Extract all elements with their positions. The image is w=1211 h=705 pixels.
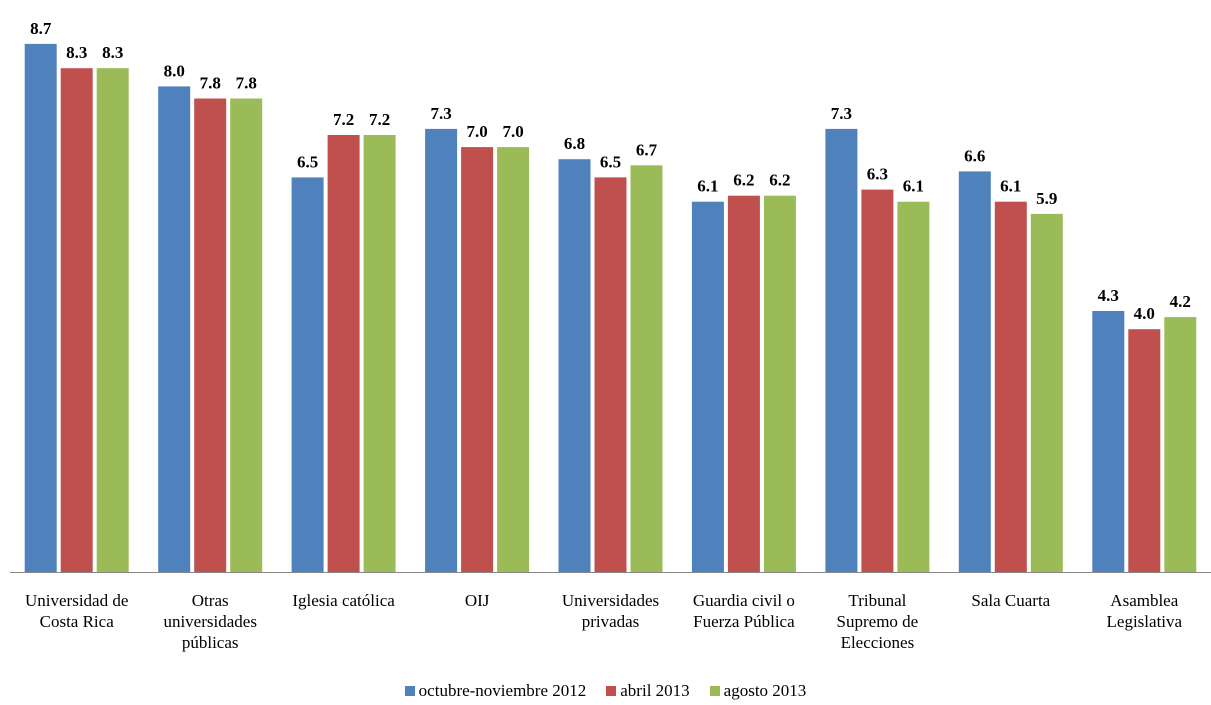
value-label: 8.3 xyxy=(102,43,123,62)
value-label: 7.2 xyxy=(333,110,354,129)
legend-item: abril 2013 xyxy=(606,681,690,701)
bar xyxy=(1128,329,1161,572)
bar xyxy=(594,177,627,572)
category-label-line: privadas xyxy=(582,612,640,631)
value-label: 6.5 xyxy=(297,152,318,171)
category-label-line: Costa Rica xyxy=(40,612,115,631)
bar xyxy=(1030,213,1063,572)
category-label-line: públicas xyxy=(182,633,239,652)
value-label: 8.3 xyxy=(66,43,87,62)
category-label-line: Universidades xyxy=(562,591,659,610)
category-label-line: OIJ xyxy=(465,591,490,610)
legend-item: octubre-noviembre 2012 xyxy=(404,681,587,701)
bar xyxy=(60,68,93,572)
value-label: 6.1 xyxy=(1000,177,1021,196)
category-label: Iglesia católica xyxy=(292,591,395,610)
category-label: Asamblea Legislativa xyxy=(1107,591,1183,631)
bar xyxy=(194,98,227,572)
category-label-line: Supremo de xyxy=(837,612,919,631)
category-label-line: Iglesia católica xyxy=(292,591,395,610)
value-label: 7.2 xyxy=(369,110,390,129)
category-label-line: Guardia civil o xyxy=(693,591,795,610)
category-label-line: Asamblea xyxy=(1110,591,1178,610)
bar xyxy=(861,189,894,572)
bar xyxy=(630,165,663,573)
bar xyxy=(994,201,1027,572)
bar xyxy=(497,147,530,572)
value-label: 5.9 xyxy=(1036,189,1057,208)
bar xyxy=(425,128,458,572)
value-label: 6.2 xyxy=(733,171,754,190)
bar xyxy=(691,201,724,572)
value-label: 4.2 xyxy=(1170,292,1191,311)
category-label: Universidad de Costa Rica xyxy=(25,591,128,631)
category-labels-group: Universidad de Costa Rica Otras universidad… xyxy=(25,591,1183,652)
category-label: Guardia civil o Fuerza Pública xyxy=(693,591,795,631)
bar xyxy=(1092,311,1125,572)
bar xyxy=(727,195,760,572)
category-label: Universidades privadas xyxy=(562,591,659,631)
bar xyxy=(958,171,991,572)
value-labels-group: 8.7 8.3 8.3 8.0 7.8 7.8 6.5 7.2 7.2 7.3 7.0 7.0 6.8 6… xyxy=(30,19,1191,323)
value-label: 7.0 xyxy=(502,122,523,141)
value-label: 7.8 xyxy=(200,74,221,93)
bar xyxy=(327,135,360,572)
value-label: 6.1 xyxy=(903,177,924,196)
value-label: 4.3 xyxy=(1098,286,1119,305)
bar xyxy=(24,43,57,572)
value-label: 6.7 xyxy=(636,140,658,159)
value-label: 8.0 xyxy=(164,61,185,80)
value-label: 7.3 xyxy=(831,104,852,123)
bars-group xyxy=(24,43,1197,573)
bar xyxy=(558,159,591,572)
bar xyxy=(363,135,396,572)
bar xyxy=(230,98,263,572)
bar xyxy=(158,86,191,573)
value-label: 6.5 xyxy=(600,152,621,171)
value-label: 4.0 xyxy=(1134,304,1155,323)
bar xyxy=(461,147,494,572)
category-label-line: Legislativa xyxy=(1107,612,1183,631)
legend: octubre-noviembre 2012 abril 2013 agosto 2… xyxy=(0,680,1211,702)
bar xyxy=(825,128,858,572)
legend-item: agosto 2013 xyxy=(709,681,807,701)
category-label: Sala Cuarta xyxy=(971,591,1050,610)
value-label: 7.3 xyxy=(430,104,451,123)
value-label: 7.0 xyxy=(466,122,487,141)
bar xyxy=(897,201,930,572)
value-label: 7.8 xyxy=(236,74,257,93)
bar-chart: 8.7 8.3 8.3 8.0 7.8 7.8 6.5 7.2 7.2 7.3 7.0 7.0 6.8 6… xyxy=(10,19,1211,652)
bar xyxy=(1164,317,1197,572)
category-label: Tribunal Supremo de Elecciones xyxy=(837,591,919,652)
bar xyxy=(763,195,796,572)
legend-swatch xyxy=(404,686,415,696)
legend-label: agosto 2013 xyxy=(723,681,807,700)
category-label-line: Tribunal xyxy=(848,591,906,610)
category-label-line: Sala Cuarta xyxy=(971,591,1050,610)
value-label: 6.3 xyxy=(867,165,888,184)
value-label: 6.1 xyxy=(697,177,718,196)
category-label: OIJ xyxy=(465,591,490,610)
category-label: Otras universidades públicas xyxy=(163,591,256,652)
value-label: 8.7 xyxy=(30,19,52,38)
value-label: 6.2 xyxy=(769,171,790,190)
legend-swatch xyxy=(709,686,720,696)
category-label-line: Fuerza Pública xyxy=(693,612,795,631)
category-label-line: Otras xyxy=(192,591,229,610)
value-label: 6.8 xyxy=(564,134,585,153)
legend-label: abril 2013 xyxy=(620,681,690,700)
bar xyxy=(291,177,324,572)
legend-swatch xyxy=(606,686,617,696)
category-label-line: Universidad de xyxy=(25,591,128,610)
legend-label: octubre-noviembre 2012 xyxy=(418,681,587,700)
category-label-line: Elecciones xyxy=(841,633,915,652)
bar xyxy=(96,68,129,572)
value-label: 6.6 xyxy=(964,146,985,165)
category-label-line: universidades xyxy=(163,612,256,631)
